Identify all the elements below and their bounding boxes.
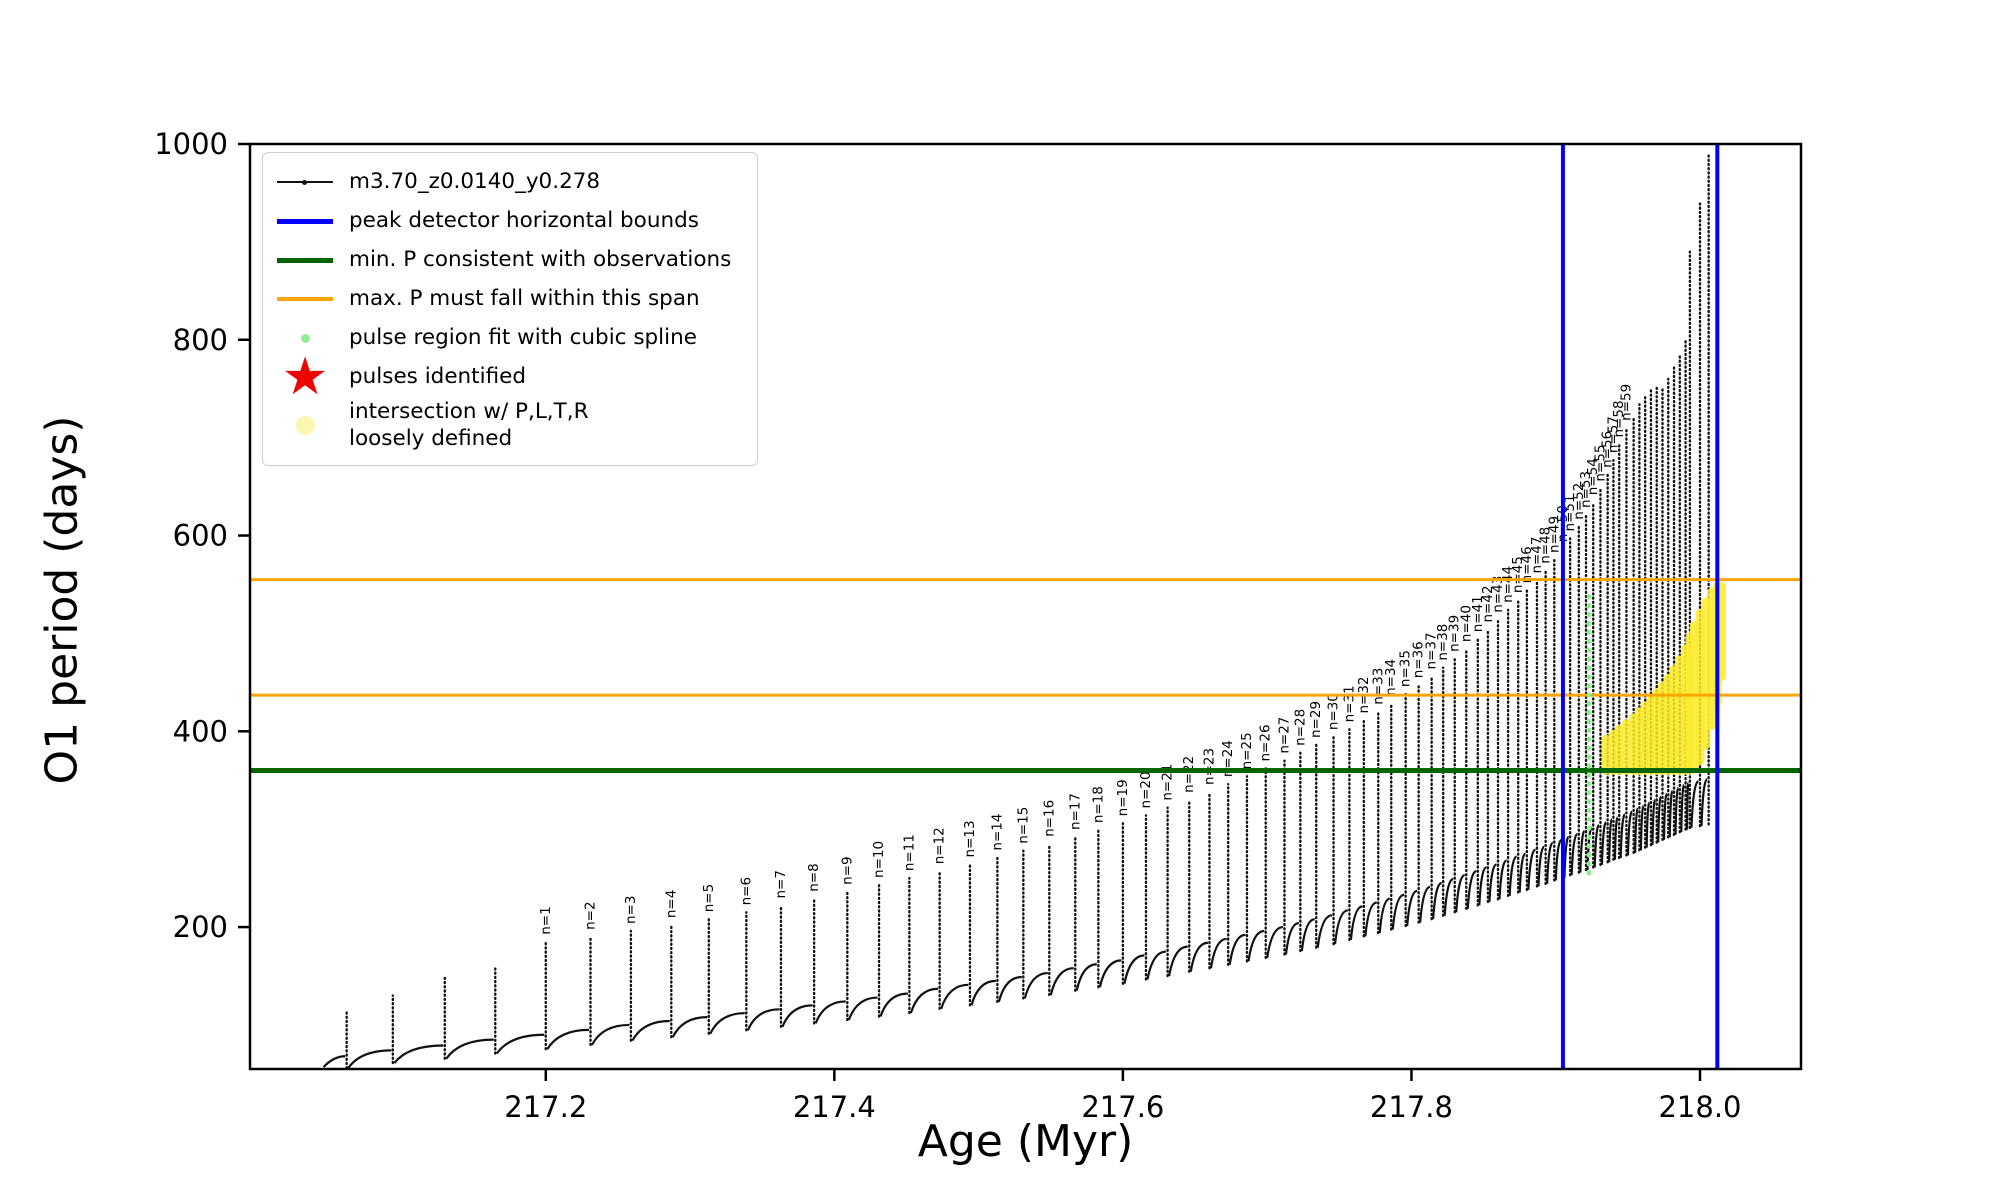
legend: m3.70_z0.0140_y0.278 peak detector horiz… [262,152,759,466]
pulse-label: n=55 [1592,445,1608,482]
pulse-label: n=1 [538,906,554,934]
pulse-label: n=39 [1447,615,1463,652]
x-tick-label: 217.8 [1370,1090,1453,1124]
pulse-label: n=18 [1090,786,1106,823]
pulse-label: n=8 [806,863,822,891]
pulse-label: n=7 [773,870,789,898]
pulse-label: n=51 [1562,494,1578,531]
series-baseline-path [322,778,1708,1069]
legend-item-series: m3.70_z0.0140_y0.278 [277,165,731,199]
legend-label-spline-fit: pulse region fit with cubic spline [349,324,697,350]
pulse-label: n=23 [1201,748,1217,785]
legend-item-peak-bounds: peak detector horizontal bounds [277,204,731,238]
pulse-label: n=3 [623,896,639,924]
legend-label-series: m3.70_z0.0140_y0.278 [349,168,601,194]
pulse-label: n=34 [1383,659,1399,696]
pulse-label: n=13 [962,820,978,857]
legend-label-peak-bounds: peak detector horizontal bounds [349,207,699,233]
pulse-label: n=9 [839,856,855,884]
pulse-label: n=58 [1611,400,1627,437]
spline-dot-icon [300,333,310,343]
x-tick-label: 217.2 [504,1090,587,1124]
pulse-label: n=57 [1605,416,1621,453]
y-tick-label: 600 [173,519,228,553]
legend-item-pulses: pulses identified [277,360,731,394]
pulse-label: n=48 [1538,527,1554,564]
legend-item-max-span: max. P must fall within this span [277,282,731,316]
legend-label-max-span: max. P must fall within this span [349,285,700,311]
pulse-label: n=49 [1546,516,1562,553]
intersection-dot-icon [295,416,315,436]
pulse-label: n=19 [1115,779,1131,816]
pulse-label: n=52 [1571,483,1587,520]
pulse-label: n=45 [1510,556,1526,593]
pulse-label: n=30 [1326,693,1342,730]
pulse-label: n=40 [1458,605,1474,642]
pulse-label: n=6 [738,877,754,905]
pulse-star-icon [282,362,329,392]
legend-label-intersection: intersection w/ P,L,T,R loosely defined [349,399,589,451]
pulse-label: n=16 [1041,800,1057,837]
pulse-label: n=44 [1500,566,1516,603]
y-tick-label: 200 [173,910,228,944]
pulse-label: n=11 [901,834,917,871]
legend-label-pulses: pulses identified [349,363,527,389]
pulse-label: n=4 [663,890,679,918]
pulse-label: n=46 [1519,546,1535,583]
plot-border [248,142,1803,1071]
pulse-label: n=41 [1470,595,1486,632]
blue-bound-line-icon [277,218,333,224]
pulse-label: n=38 [1435,624,1451,661]
y-tick-label: 1000 [154,127,228,161]
pulse-label: n=10 [871,841,887,878]
pulse-label: n=56 [1600,431,1616,468]
legend-item-spline-fit: pulse region fit with cubic spline [277,321,731,355]
green-min-line-icon [277,257,333,263]
pulse-label: n=22 [1181,756,1197,793]
pulse-label: n=59 [1618,384,1634,421]
x-tick-label: 217.4 [793,1090,876,1124]
pulse-label: n=47 [1529,537,1545,574]
pulse-label: n=36 [1411,641,1427,678]
pulse-label: n=14 [989,814,1005,851]
pulse-label: n=37 [1424,632,1440,669]
pulse-label: n=15 [1015,807,1031,844]
legend-item-min-period: min. P consistent with observations [277,243,731,277]
x-tick-label: 217.6 [1081,1090,1164,1124]
pulse-label: n=35 [1398,650,1414,687]
pulse-label: n=17 [1067,793,1083,830]
pulse-label: n=26 [1258,724,1274,761]
pulse-label: n=24 [1220,740,1236,777]
pulse-label: n=28 [1292,709,1308,746]
series-line-dot-icon [277,179,333,185]
pulse-label: n=27 [1276,717,1292,754]
pulse-label: n=20 [1138,771,1154,808]
pulse-label: n=25 [1239,732,1255,769]
orange-span-line-icon [277,297,333,301]
x-axis-title: Age (Myr) [917,1116,1134,1167]
pulse-label: n=43 [1490,576,1506,613]
pulse-label: n=29 [1308,701,1324,738]
pulse-label: n=53 [1578,471,1594,508]
y-axis-title: O1 period (days) [36,415,88,785]
legend-item-intersection: intersection w/ P,L,T,R loosely defined [277,399,731,453]
pulse-label: n=54 [1585,458,1601,495]
legend-label-min-period: min. P consistent with observations [349,246,732,272]
pulse-label: n=2 [582,901,598,929]
y-tick-label: 800 [173,323,228,357]
x-tick-label: 218.0 [1658,1090,1741,1124]
pulse-label: n=42 [1480,585,1496,622]
pulse-label: n=5 [701,884,717,912]
y-tick-label: 400 [173,714,228,748]
pulse-label: n=12 [932,827,948,864]
